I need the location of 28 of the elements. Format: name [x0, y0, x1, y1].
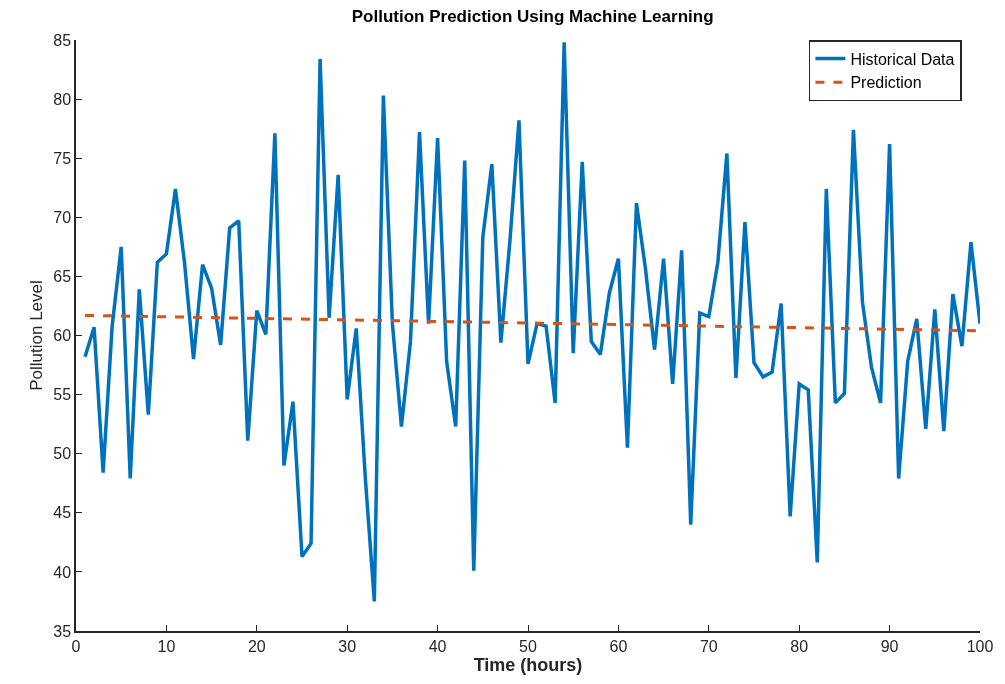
- y-tick-label: 75: [53, 149, 72, 167]
- y-tick-label: 40: [53, 563, 72, 581]
- x-axis-title: Time (hours): [473, 654, 583, 675]
- x-tick-label: 100: [966, 637, 994, 655]
- x-tick-label: 20: [247, 637, 266, 655]
- x-tick-label: 40: [428, 637, 447, 655]
- y-tick-label: 50: [53, 445, 72, 463]
- y-axis-title: Pollution Level: [27, 280, 47, 391]
- y-tick-label: 70: [53, 208, 72, 226]
- legend-label: Prediction: [850, 74, 922, 92]
- legend-label: Historical Data: [850, 50, 955, 68]
- y-tick-label: 35: [53, 622, 72, 640]
- x-tick-label: 0: [71, 637, 81, 655]
- y-tick-label: 65: [53, 268, 72, 285]
- x-tick-label: 50: [519, 637, 537, 655]
- y-tick-label: 45: [53, 504, 72, 522]
- x-tick-label: 10: [157, 637, 176, 655]
- chart-title: Pollution Prediction Using Machine Learning: [351, 7, 714, 27]
- y-tick-label: 60: [53, 327, 72, 345]
- line-series: [83, 40, 980, 604]
- x-tick-label: 70: [699, 637, 718, 655]
- y-tick-label: 55: [53, 386, 72, 404]
- y-tick-label: 85: [53, 31, 72, 49]
- x-tick-label: 90: [880, 637, 899, 655]
- y-tick-label: 80: [53, 90, 72, 108]
- x-tick-label: 60: [609, 637, 628, 655]
- x-tick-label: 30: [338, 637, 357, 655]
- x-tick-label: 80: [790, 637, 809, 655]
